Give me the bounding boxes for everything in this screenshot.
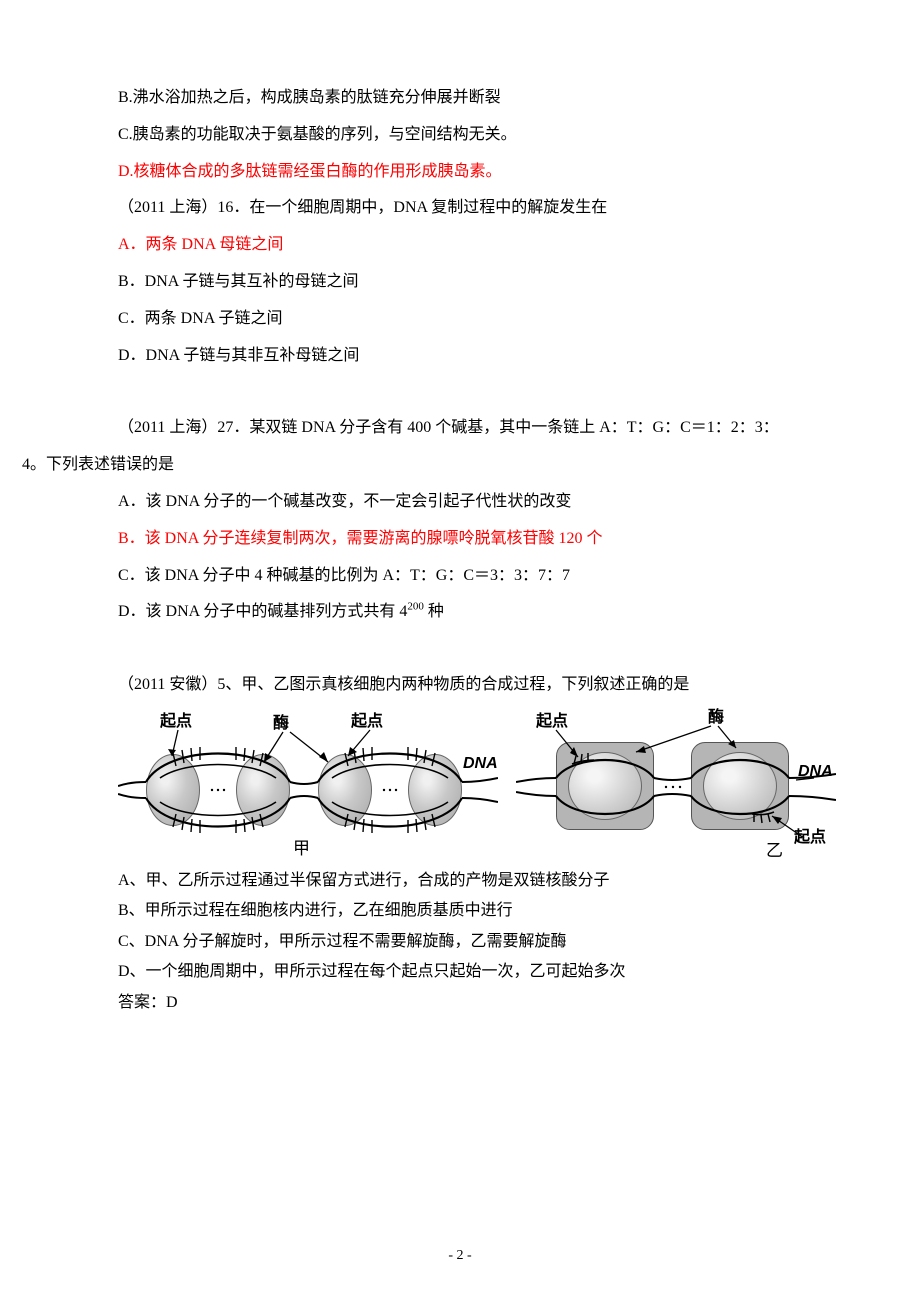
q27-d-sup: 200 — [407, 601, 424, 613]
fig-yi-dna: DNA — [798, 764, 833, 780]
q27-option-c: C．该 DNA 分子中 4 种碱基的比例为 A：T：G：C＝3：3：7：7 — [70, 558, 850, 595]
q27-option-d: D．该 DNA 分子中的碱基排列方式共有 4200 种 — [70, 594, 850, 631]
figure-row: 起点 酶 起点 DNA 甲 — [70, 712, 850, 862]
q27-stem-line2: 4。下列表述错误的是 — [22, 447, 850, 484]
q27-stem-line1: （2011 上海）27．某双链 DNA 分子含有 400 个碱基，其中一条链上 … — [118, 419, 779, 436]
fig-jia-caption: 甲 — [293, 840, 310, 857]
q5-option-b: B、甲所示过程在细胞核内进行，乙在细胞质基质中进行 — [70, 896, 850, 926]
fig-jia-start1: 起点 — [160, 714, 192, 730]
fig-jia-start2: 起点 — [351, 714, 383, 730]
q27-d-post: 种 — [424, 603, 444, 620]
q1-option-c: C.胰岛素的功能取决于氨基酸的序列，与空间结构无关。 — [70, 117, 850, 154]
q5-stem: （2011 安徽）5、甲、乙图示真核细胞内两种物质的合成过程，下列叙述正确的是 — [70, 667, 850, 704]
q16-option-b: B．DNA 子链与其互补的母链之间 — [70, 264, 850, 301]
figure-yi: 起点 酶 DNA 起点 乙 — [516, 712, 836, 862]
figure-jia: 起点 酶 起点 DNA 甲 — [118, 712, 498, 862]
q27-stem: （2011 上海）27．某双链 DNA 分子含有 400 个碱基，其中一条链上 … — [70, 410, 850, 447]
fig-yi-caption: 乙 — [766, 842, 783, 859]
q16-option-c: C．两条 DNA 子链之间 — [70, 301, 850, 338]
q27-option-b: B．该 DNA 分子连续复制两次，需要游离的腺嘌呤脱氧核苷酸 120 个 — [70, 521, 850, 558]
q16-option-a: A．两条 DNA 母链之间 — [70, 227, 850, 264]
q5-option-d: D、一个细胞周期中，甲所示过程在每个起点只起始一次，乙可起始多次 — [70, 957, 850, 987]
q27-option-a: A．该 DNA 分子的一个碱基改变，不一定会引起子代性状的改变 — [70, 484, 850, 521]
q5-option-a: A、甲、乙所示过程通过半保留方式进行，合成的产物是双链核酸分子 — [70, 866, 850, 896]
q16-option-d: D．DNA 子链与其非互补母链之间 — [70, 338, 850, 375]
figure-yi-svg — [516, 712, 836, 862]
q5-answer: 答案：D — [70, 988, 850, 1018]
fig-jia-dna: DNA — [463, 756, 498, 772]
fig-yi-start2: 起点 — [794, 830, 826, 846]
q1-option-d: D.核糖体合成的多肽链需经蛋白酶的作用形成胰岛素。 — [70, 154, 850, 191]
fig-yi-enzyme: 酶 — [708, 710, 724, 726]
fig-jia-enzyme: 酶 — [273, 716, 289, 732]
q1-option-b: B.沸水浴加热之后，构成胰岛素的肽链充分伸展并断裂 — [70, 80, 850, 117]
fig-yi-start1: 起点 — [536, 714, 568, 730]
q27-d-pre: D．该 DNA 分子中的碱基排列方式共有 4 — [118, 603, 407, 620]
q16-stem: （2011 上海）16．在一个细胞周期中，DNA 复制过程中的解旋发生在 — [70, 190, 850, 227]
q5-option-c: C、DNA 分子解旋时，甲所示过程不需要解旋酶，乙需要解旋酶 — [70, 927, 850, 957]
page-number: - 2 - — [0, 1240, 920, 1272]
